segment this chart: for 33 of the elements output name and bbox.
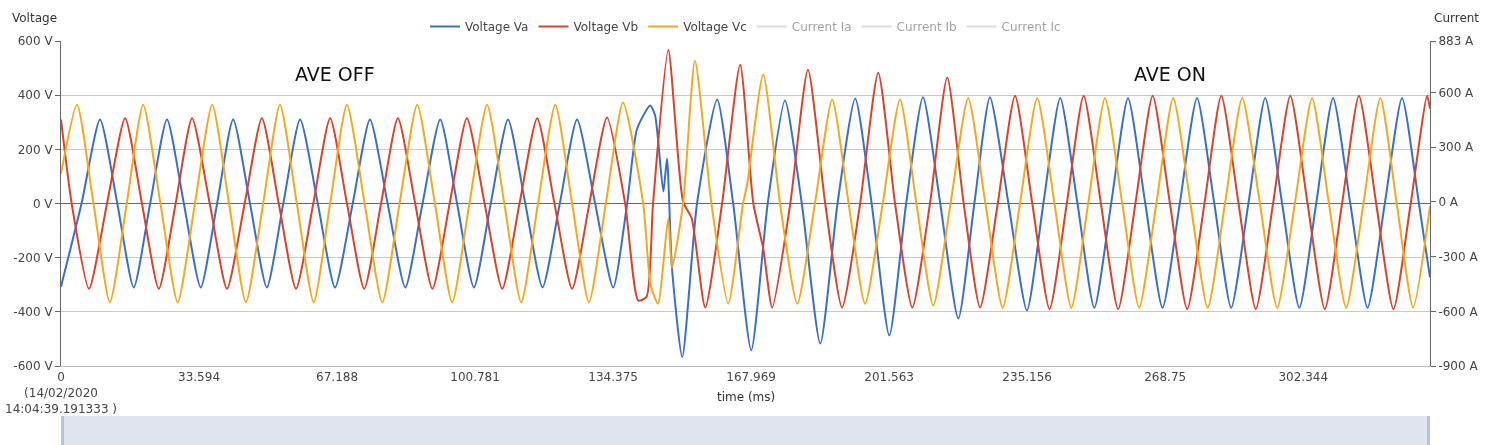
y2-axis-title: Current (1434, 11, 1480, 25)
x-tick-label: 67.188 (316, 370, 359, 385)
x-axis-title: time (ms) (717, 390, 776, 404)
y-tick-label: 200 V (17, 142, 54, 157)
x-tick-label: 268.75 (1144, 370, 1187, 385)
y-tick-label: 0 V (32, 196, 54, 211)
x-tick-label: 302.344 (1278, 370, 1329, 385)
y2-tick-label: 883 A (1438, 34, 1475, 49)
y2-tick-label: 0 A (1438, 195, 1459, 210)
y2-tick-label: -300 A (1438, 249, 1479, 264)
legend-label: Voltage Vc (683, 20, 747, 35)
x-tick-label: 33.594 (178, 370, 221, 385)
x-tick-label: 167.969 (726, 370, 776, 385)
legend-label: Voltage Vb (573, 20, 639, 35)
y-tick-label: 400 V (17, 88, 54, 103)
y2-tick-label: 300 A (1438, 140, 1475, 155)
y-tick-label: -400 V (13, 305, 54, 320)
y-tick-label: -200 V (13, 250, 54, 265)
legend-label: Current Ib (896, 20, 957, 35)
legend-label: Voltage Va (465, 20, 529, 35)
annotation: AVE ON (1134, 63, 1206, 85)
y-tick-label: 600 V (17, 34, 54, 49)
y2-tick-label: -900 A (1438, 359, 1479, 374)
x-tick-label: 235.156 (1002, 370, 1052, 385)
y2-tick-label: -600 A (1438, 304, 1479, 319)
annotation: AVE OFF (295, 63, 375, 85)
legend-label: Current Ia (791, 20, 852, 35)
x-tick-label: 201.563 (864, 370, 914, 385)
x-tick-label: 134.375 (588, 370, 638, 385)
legend-label: Current Ic (1001, 20, 1061, 35)
x-tick-label: 100.781 (450, 370, 500, 385)
y-axis-title: Voltage (12, 11, 58, 25)
y2-tick-label: 600 A (1438, 85, 1475, 100)
